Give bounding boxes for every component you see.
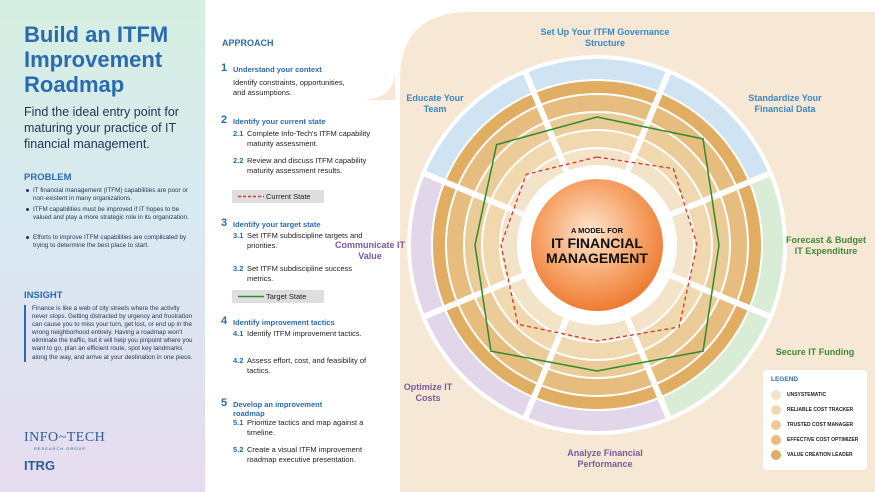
bullet [26, 189, 29, 192]
spoke [521, 68, 573, 182]
sector-label: Optimize IT Costs [403, 382, 453, 403]
spoke [420, 269, 534, 321]
legend-item: UNSYSTEMATIC [787, 392, 827, 398]
spoke [420, 169, 534, 221]
sector-label: Set Up Your ITFM Governance Structure [540, 27, 670, 48]
sector-label: Standardize Your Financial Data [748, 93, 822, 114]
substep-number: 5.1 [233, 418, 244, 427]
substep-number: 2.2 [233, 156, 244, 165]
substep-text: Complete Info-Tech's ITFM capability mat… [247, 129, 371, 148]
subtitle: Find the ideal entry point for maturing … [24, 105, 179, 151]
step-number: 5 [221, 397, 228, 409]
step-number: 3 [221, 217, 228, 229]
legend: LEGEND UNSYSTEMATIC RELIABLE COST TRACKER T… [763, 370, 867, 470]
left-panel [0, 0, 205, 492]
insight-text: Finance is like a web of city streets wh… [24, 305, 197, 362]
step-number: 4 [221, 315, 228, 327]
sector-label: Secure IT Funding [775, 347, 855, 357]
spoke [660, 169, 774, 221]
outer-band [411, 173, 669, 432]
spoke [521, 308, 573, 422]
substep-number: 3.1 [233, 231, 244, 240]
bullet [26, 208, 29, 211]
problem-item: Efforts to improve ITFM capabilities are… [33, 234, 187, 249]
center-circle [531, 179, 663, 311]
step-text: Identify constraints, opportunities, and… [233, 78, 345, 97]
legend-swatch [771, 450, 781, 460]
legend-label: Target State [266, 292, 307, 301]
step-title: Understand your context [233, 65, 322, 74]
legend-swatch [771, 420, 781, 430]
insight-heading: INSIGHT [24, 290, 63, 301]
sector-label: Communicate IT Value [334, 240, 405, 261]
substep-number: 4.2 [233, 356, 244, 365]
problem-heading: PROBLEM [24, 172, 72, 183]
logo-tagline: RESEARCH GROUP [34, 446, 87, 451]
substep-number: 4.1 [233, 329, 244, 338]
legend-swatch [771, 435, 781, 445]
legend-swatch [771, 405, 781, 415]
center-top: A MODEL FOR [570, 226, 624, 235]
outer-band [660, 173, 783, 417]
problem-item: ITFM capabilities must be improved if IT… [33, 206, 189, 221]
substep-text: Set ITFM subdiscipline success metrics. [247, 264, 353, 283]
legend-line [238, 295, 264, 298]
step-title: Develop an improvement roadmap [233, 400, 323, 418]
spoke [621, 68, 673, 182]
outer-band [425, 59, 769, 182]
legend-item: TRUSTED COST MANAGER [787, 422, 854, 428]
substep-text: Assess effort, cost, and feasibility of … [247, 356, 367, 375]
center-main: IT FINANCIAL MANAGEMENT [546, 235, 648, 266]
legend-item: EFFECTIVE COST OPTIMIZER [787, 437, 859, 443]
problem-item: IT financial management (ITFM) capabilit… [33, 187, 188, 202]
logo-secondary: ITRG [24, 458, 56, 473]
bullet [26, 236, 29, 239]
step-title: Identify your target state [233, 220, 321, 229]
target-state [474, 116, 720, 372]
legend-item: VALUE CREATION LEADER [787, 452, 853, 458]
substep-text: Set ITFM subdiscipline targets and prior… [247, 231, 363, 250]
sector-label: Educate Your Team [406, 93, 464, 114]
substep-number: 2.1 [233, 129, 244, 138]
step-number: 2 [221, 114, 228, 126]
legend-label: Current State [266, 192, 311, 201]
substep-text: Create a visual ITFM improvement roadmap… [247, 445, 363, 464]
step-title: Identify improvement tactics [233, 318, 335, 327]
spoke [660, 269, 774, 321]
sector-label: Forecast & Budget IT Expenditure [786, 235, 867, 256]
step-number: 1 [221, 62, 228, 74]
sector-label: Analyze Financial Performance [567, 448, 643, 469]
spoke [621, 308, 673, 422]
legend-box: Target State [232, 290, 324, 303]
legend-swatch [771, 390, 781, 400]
title: Build an ITFM Improvement Roadmap [24, 22, 169, 97]
legend-title: LEGEND [771, 376, 799, 383]
approach-heading: APPROACH [222, 38, 274, 48]
substep-text: Prioritize tactics and map against a tim… [247, 418, 364, 437]
substep-number: 3.2 [233, 264, 244, 273]
substep-number: 5.2 [233, 445, 244, 454]
step-title: Identify your current state [233, 117, 326, 126]
legend-box: Current State [232, 190, 324, 203]
substep-text: Identify ITFM improvement tactics. [247, 329, 362, 338]
legend-line [238, 195, 264, 198]
current-state [500, 156, 698, 342]
legend-item: RELIABLE COST TRACKER [787, 407, 854, 413]
logo-primary: INFO~TECH [24, 430, 106, 445]
substep-text: Review and discuss ITFM capability matur… [247, 156, 367, 175]
